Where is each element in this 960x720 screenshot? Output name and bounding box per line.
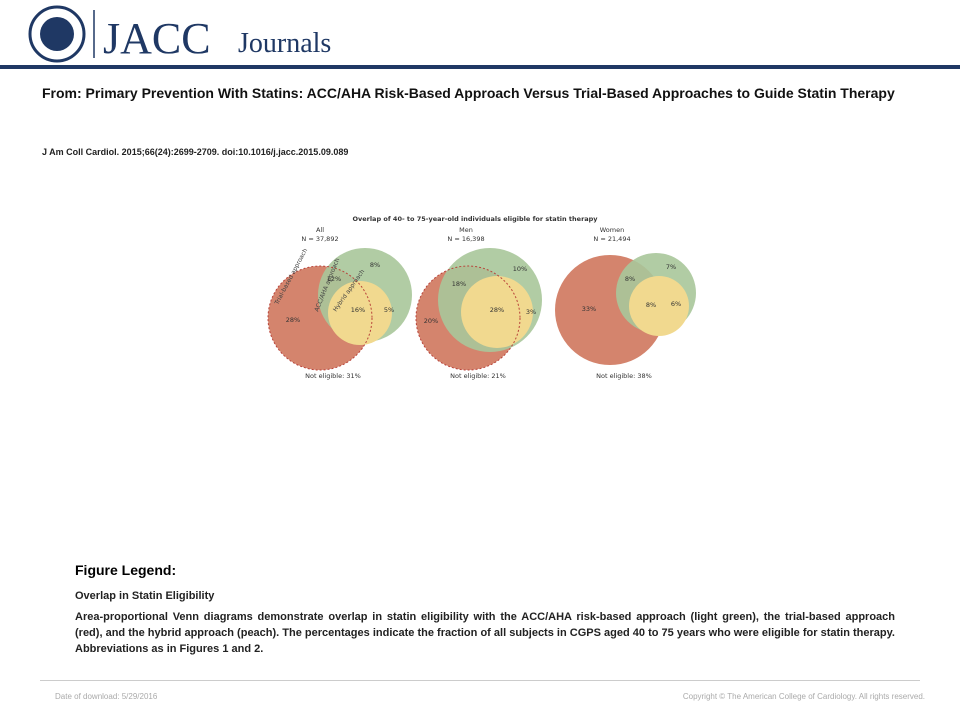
region-percent: 33% — [582, 305, 596, 313]
panel-name: Women — [600, 226, 624, 234]
panel-n: N = 21,494 — [593, 235, 630, 243]
region-percent: 6% — [671, 300, 681, 308]
brand-suffix: Journals — [238, 28, 331, 59]
panel-n: N = 37,892 — [301, 235, 338, 243]
region-percent: 7% — [666, 263, 676, 271]
header-rule — [0, 65, 960, 69]
region-percent: 18% — [452, 280, 466, 288]
region-percent: 10% — [513, 265, 527, 273]
region-percent: 8% — [646, 301, 656, 309]
panel-n: N = 16,398 — [447, 235, 484, 243]
region-percent: 8% — [370, 261, 380, 269]
figure: Overlap of 40- to 75-year-old individual… — [267, 215, 696, 380]
download-date: Date of download: 5/29/2016 — [55, 692, 158, 701]
panel-name: All — [316, 226, 324, 234]
hybrid-circle — [461, 276, 533, 348]
region-percent: 16% — [351, 306, 365, 314]
figure-title: Overlap of 40- to 75-year-old individual… — [352, 215, 598, 223]
venn-men — [415, 248, 542, 371]
title: From: Primary Prevention With Statins: A… — [42, 85, 895, 101]
hybrid-circle — [629, 276, 689, 336]
region-percent: 28% — [286, 316, 300, 324]
citation: J Am Coll Cardiol. 2015;66(24):2699-2709… — [42, 147, 349, 157]
region-percent: 5% — [384, 306, 394, 314]
region-percent: 8% — [625, 275, 635, 283]
copyright: Copyright © The American College of Card… — [682, 692, 925, 701]
header: JACC Journals — [0, 5, 960, 69]
region-percent: 28% — [490, 306, 504, 314]
legend-heading: Figure Legend: — [75, 562, 177, 578]
brand: JACC — [103, 14, 211, 63]
logo-center — [40, 17, 74, 51]
not-eligible: Not eligible: 21% — [450, 372, 506, 380]
venn-women — [555, 253, 696, 365]
legend-text: Area-proportional Venn diagrams demonstr… — [75, 611, 895, 655]
not-eligible: Not eligible: 38% — [596, 372, 652, 380]
region-percent: 20% — [424, 317, 438, 325]
legend-subtitle: Overlap in Statin Eligibility — [75, 590, 215, 602]
trial-outline — [415, 265, 521, 371]
trial-outline — [267, 265, 373, 371]
region-percent: 3% — [526, 308, 536, 316]
venn-all — [267, 248, 412, 371]
region-percent: 12% — [327, 275, 341, 283]
hybrid-circle — [328, 281, 392, 345]
panel-name: Men — [459, 226, 473, 234]
footer-rule — [40, 680, 920, 681]
not-eligible: Not eligible: 31% — [305, 372, 361, 380]
